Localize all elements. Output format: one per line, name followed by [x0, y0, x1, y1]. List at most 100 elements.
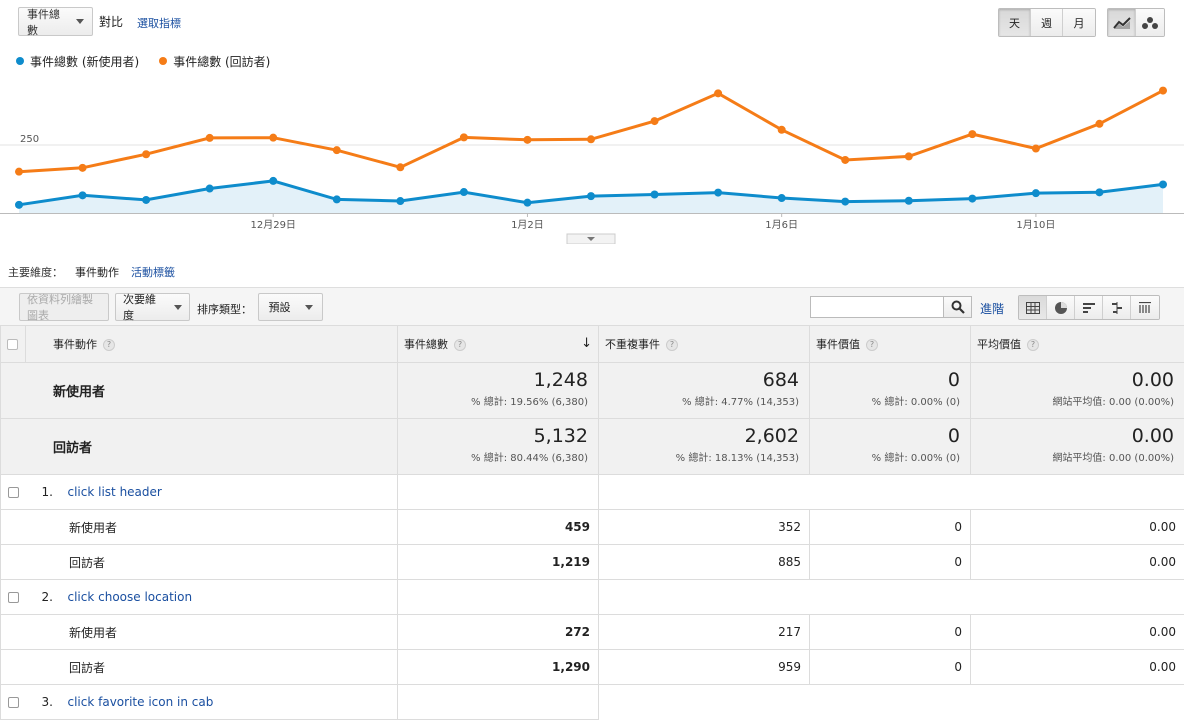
performance-view-icon[interactable]: [1075, 296, 1103, 319]
data-point[interactable]: [1095, 119, 1104, 128]
data-table-view-icon[interactable]: [1019, 296, 1047, 319]
data-point[interactable]: [459, 188, 468, 197]
x-tick-label: 1月2日: [511, 219, 544, 231]
help-icon[interactable]: ?: [666, 339, 678, 351]
table-search-input[interactable]: [810, 296, 944, 318]
legend-dot-icon: [159, 57, 168, 65]
data-point[interactable]: [142, 195, 151, 204]
table-subrow: 回訪者 1,290 959 0 0.00: [0, 649, 1184, 685]
segment-name: 新使用者: [0, 614, 398, 650]
data-point[interactable]: [650, 117, 659, 126]
summary-total-events: 1,248% 總計: 19.56% (6,380): [397, 362, 599, 419]
unique-events-value: 885: [598, 544, 810, 580]
metric-select[interactable]: 事件總數: [18, 7, 93, 37]
row-checkbox-cell: [0, 474, 26, 510]
summary-unique-events: 684% 總計: 4.77% (14,353): [598, 362, 810, 419]
motion-chart-icon[interactable]: [1136, 9, 1164, 36]
x-tick-label: 1月10日: [1016, 219, 1055, 231]
chevron-down-icon: [304, 304, 313, 310]
legend-dot-icon: [16, 57, 24, 65]
data-point[interactable]: [1031, 144, 1040, 153]
x-tick-label: 12月29日: [250, 219, 295, 231]
data-point[interactable]: [523, 198, 532, 207]
data-point[interactable]: [205, 184, 214, 193]
data-point[interactable]: [78, 191, 87, 200]
data-point[interactable]: [205, 133, 214, 142]
data-point[interactable]: [904, 196, 913, 205]
data-point[interactable]: [269, 133, 278, 142]
secondary-dimension-select[interactable]: 次要維度: [115, 293, 190, 322]
data-point[interactable]: [142, 150, 151, 159]
column-header-event-action[interactable]: 事件動作?: [25, 325, 398, 363]
total-events-value: 1,219: [397, 544, 599, 580]
select-all-cell: [0, 325, 26, 363]
select-all-checkbox[interactable]: [7, 339, 18, 350]
table-row: 3. click favorite icon in cab: [0, 684, 1184, 720]
data-point[interactable]: [714, 188, 723, 197]
data-point[interactable]: [1159, 180, 1167, 189]
data-point[interactable]: [332, 195, 341, 204]
event-action-link[interactable]: click list header: [67, 485, 162, 499]
period-week-button[interactable]: 週: [1031, 9, 1063, 36]
event-action-link[interactable]: click favorite icon in cab: [67, 695, 214, 709]
sort-type-select[interactable]: 預設: [258, 293, 323, 321]
line-chart-icon[interactable]: [1108, 9, 1136, 36]
data-point[interactable]: [841, 197, 850, 206]
data-point[interactable]: [15, 167, 23, 176]
data-point[interactable]: [777, 194, 786, 203]
plot-rows-button[interactable]: 依資料列繪製圖表: [19, 293, 109, 322]
period-month-button[interactable]: 月: [1063, 9, 1095, 36]
column-header-event-value[interactable]: 事件價值?: [809, 325, 971, 363]
comparison-view-icon[interactable]: [1103, 296, 1131, 319]
dimension-link-event-label[interactable]: 活動標籤: [131, 266, 175, 279]
select-metric-link[interactable]: 選取指標: [137, 17, 181, 30]
data-point[interactable]: [587, 192, 595, 201]
data-point[interactable]: [15, 200, 23, 209]
sort-desc-icon: ↓: [581, 336, 592, 351]
period-day-button[interactable]: 天: [999, 9, 1031, 36]
row-checkbox-cell: [0, 579, 26, 615]
data-point[interactable]: [396, 163, 405, 172]
row-checkbox[interactable]: [7, 592, 19, 603]
row-checkbox[interactable]: [7, 487, 19, 498]
data-point[interactable]: [777, 125, 786, 134]
data-point[interactable]: [332, 146, 341, 155]
pie-view-icon[interactable]: [1047, 296, 1075, 319]
summary-unique-events: 2,602% 總計: 18.13% (14,353): [598, 418, 810, 475]
data-point[interactable]: [714, 89, 723, 98]
help-icon[interactable]: ?: [866, 339, 878, 351]
legend-item-returning[interactable]: 事件總數 (回訪者): [159, 53, 270, 70]
data-point[interactable]: [459, 133, 468, 142]
data-point[interactable]: [968, 194, 977, 203]
table-subrow: 新使用者 459 352 0 0.00: [0, 509, 1184, 545]
column-header-total-events[interactable]: 事件總數? ↓: [397, 325, 599, 363]
search-button[interactable]: [943, 296, 972, 318]
sort-label: 排序類型：: [197, 303, 252, 316]
data-point[interactable]: [396, 197, 405, 206]
data-point[interactable]: [269, 176, 278, 185]
event-value-value: 0: [809, 544, 971, 580]
table-subrow: 新使用者 272 217 0 0.00: [0, 614, 1184, 650]
pivot-view-icon[interactable]: [1131, 296, 1159, 319]
data-point[interactable]: [1095, 188, 1104, 197]
column-header-avg-value[interactable]: 平均價值?: [970, 325, 1184, 363]
data-point[interactable]: [587, 135, 595, 144]
data-point[interactable]: [78, 163, 87, 172]
data-point[interactable]: [1159, 86, 1167, 95]
column-header-unique-events[interactable]: 不重複事件?: [598, 325, 810, 363]
data-point[interactable]: [1031, 189, 1040, 198]
data-point[interactable]: [904, 152, 913, 161]
advanced-link[interactable]: 進階: [980, 302, 1005, 316]
data-point[interactable]: [968, 130, 977, 139]
help-icon[interactable]: ?: [103, 339, 115, 351]
data-point[interactable]: [650, 190, 659, 199]
sort-type-value: 預設: [268, 301, 291, 314]
total-events-value: 459: [397, 509, 599, 545]
legend-item-new-users[interactable]: 事件總數 (新使用者): [16, 53, 139, 70]
help-icon[interactable]: ?: [454, 339, 466, 351]
row-checkbox[interactable]: [7, 697, 19, 708]
data-point[interactable]: [841, 155, 850, 164]
event-action-link[interactable]: click choose location: [67, 590, 193, 604]
data-point[interactable]: [523, 135, 532, 144]
help-icon[interactable]: ?: [1027, 339, 1039, 351]
